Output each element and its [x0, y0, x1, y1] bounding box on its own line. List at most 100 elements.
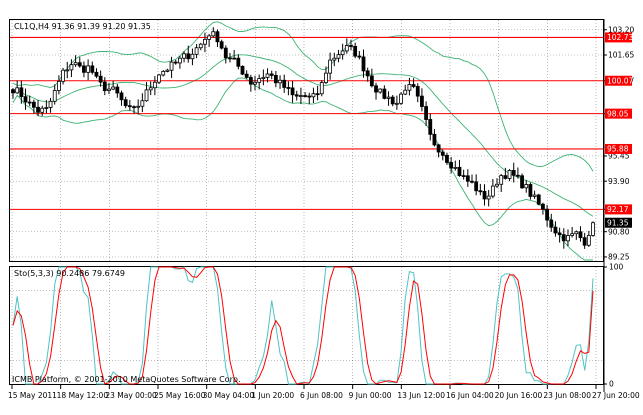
candle-body [102, 81, 107, 92]
candle-body [228, 57, 232, 60]
stoch-tick-label: 0 [609, 380, 614, 389]
candle-body [361, 56, 366, 72]
candle-body [574, 231, 579, 235]
bollinger-lower [12, 77, 593, 261]
candle-body [336, 54, 341, 59]
candle-body [536, 194, 541, 205]
candle-body [374, 85, 378, 93]
time-tick-label: 15 May 2011 [8, 391, 57, 400]
candle-body [424, 106, 428, 120]
price-tick-label: 103.20 [608, 25, 634, 34]
bollinger-middle [12, 54, 594, 217]
candle-body [286, 87, 291, 89]
candle-body [31, 101, 36, 108]
candle-body [115, 86, 120, 94]
oscillator-header: Sto(5,3,3) 90.2486 79.6749 [14, 269, 125, 278]
candle-body [36, 106, 40, 113]
candle-body [144, 89, 149, 102]
candle-body [386, 96, 391, 99]
candle-body [420, 95, 424, 107]
price-tick-label: 101.65 [608, 51, 634, 60]
candle-body [399, 93, 403, 104]
price-axis: 103.20 101.65 100.07 98.05 95.45 93.90 92.17 90… [604, 25, 634, 389]
candle-body [223, 47, 228, 59]
candle-body [107, 88, 111, 92]
candle-body [19, 87, 24, 98]
candle-body [282, 79, 287, 88]
candle-body [570, 233, 575, 236]
candle-body [261, 76, 266, 79]
candle-body [378, 88, 383, 93]
stoch-main-line [12, 266, 594, 385]
level-tag-label: 98.05 [607, 109, 629, 118]
candle-body [69, 64, 74, 71]
candle-body [182, 53, 186, 59]
level-tag-label: 92.17 [607, 205, 629, 214]
candle-body [307, 95, 312, 98]
candle-body [165, 69, 170, 72]
candle-body [219, 41, 224, 49]
candle-body [232, 57, 237, 60]
candle-body [15, 87, 20, 94]
time-tick-label: 1 Jun 20:00 [251, 391, 294, 400]
candle-body [411, 84, 416, 87]
candle-body [528, 184, 533, 197]
candle-body [511, 170, 516, 176]
price-tick-label: 90.80 [608, 227, 630, 236]
candle-body [123, 99, 128, 107]
candle-body [328, 59, 333, 74]
candle-body [349, 45, 353, 47]
candle-body [507, 170, 512, 179]
candle-body [127, 105, 132, 108]
candle-body [86, 65, 91, 73]
candle-body [324, 72, 328, 83]
candle-body [269, 73, 274, 76]
candle-body [173, 61, 178, 64]
candle-body [403, 89, 408, 95]
time-tick-label: 30 May 04:00 [203, 391, 255, 400]
candle-body [111, 86, 116, 90]
oscillator-pane-frame [9, 266, 604, 385]
level-tag [605, 108, 632, 119]
symbol-header: CL1Q,H4 91.36 91.39 91.20 91.35 [14, 22, 151, 31]
candle-body [415, 86, 420, 97]
candle-body [486, 195, 491, 200]
candle-body [290, 87, 295, 96]
candle-body [273, 75, 278, 84]
candle-body [140, 100, 145, 107]
candle-body [515, 174, 520, 177]
candle-body [453, 166, 458, 169]
level-tag-label: 102.73 [607, 33, 633, 42]
grid-layer [10, 20, 603, 384]
candle-body [557, 232, 562, 236]
candle-body [136, 105, 141, 108]
candle-body [353, 45, 358, 57]
price-tick-label: 89.25 [608, 253, 630, 262]
candle-body [432, 133, 437, 146]
candle-body [369, 75, 374, 87]
candle-body [294, 94, 299, 97]
time-tick-label: 20 Jun 16:00 [495, 391, 543, 400]
candle-body [311, 93, 316, 98]
candle-body [591, 222, 595, 236]
candle-body [132, 106, 136, 109]
candle-body [457, 166, 462, 176]
candle-body [503, 175, 508, 179]
candle-body [244, 73, 249, 78]
candle-body [440, 151, 445, 156]
candle-body [94, 71, 99, 77]
candle-body [169, 61, 174, 71]
candle-body [545, 208, 550, 221]
candle-body [582, 237, 587, 246]
candle-body [445, 154, 449, 163]
candle-body [152, 81, 157, 89]
time-tick-label: 25 May 16:00 [154, 391, 206, 400]
candle-body [407, 84, 412, 91]
candle-body [178, 57, 182, 64]
candle-body [203, 38, 207, 45]
candle-body [357, 55, 362, 58]
candle-body [82, 65, 86, 73]
candle-body [77, 62, 82, 67]
